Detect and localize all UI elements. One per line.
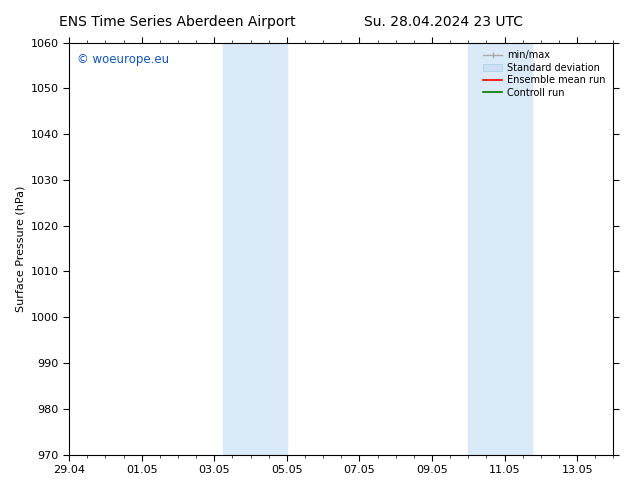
Bar <box>223 43 287 455</box>
Text: ENS Time Series Aberdeen Airport: ENS Time Series Aberdeen Airport <box>59 15 296 29</box>
Bar <box>469 43 532 455</box>
Legend: min/max, Standard deviation, Ensemble mean run, Controll run: min/max, Standard deviation, Ensemble me… <box>480 48 609 100</box>
Y-axis label: Surface Pressure (hPa): Surface Pressure (hPa) <box>15 185 25 312</box>
Text: Su. 28.04.2024 23 UTC: Su. 28.04.2024 23 UTC <box>365 15 523 29</box>
Text: © woeurope.eu: © woeurope.eu <box>77 53 169 66</box>
